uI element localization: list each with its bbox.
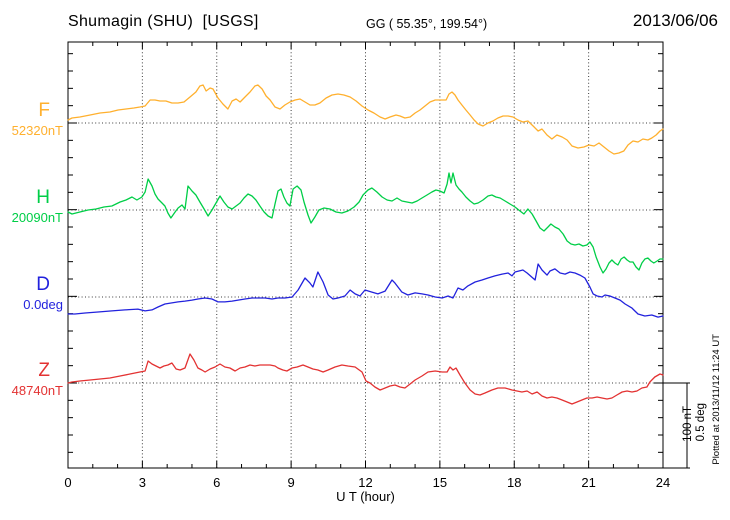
trace-line-D <box>67 263 664 318</box>
x-tick-label: 21 <box>581 475 595 490</box>
trace-label-Z: Z 48740nT <box>0 361 63 397</box>
trace-f-letter: F <box>38 100 50 121</box>
scalebar-deg-label: 0.5 deg <box>695 403 707 442</box>
x-tick-label: 9 <box>288 475 295 490</box>
trace-label-H: H 20090nT <box>0 188 63 224</box>
x-tick-label: 15 <box>433 475 447 490</box>
x-tick-label: 6 <box>213 475 220 490</box>
x-tick-label: 24 <box>656 475 670 490</box>
x-tick-label: 0 <box>64 475 71 490</box>
trace-h-baseline-value: 20090nT <box>11 210 63 225</box>
trace-line-F <box>67 84 664 155</box>
scalebar-nt-label: 100 nT <box>682 406 694 442</box>
trace-line-Z <box>67 353 664 405</box>
x-axis-label: U T (hour) <box>336 489 395 504</box>
trace-label-D: D 0.0deg <box>0 275 63 311</box>
plot-date: 2013/06/06 <box>632 11 718 30</box>
trace-label-F: F 52320nT <box>0 101 63 137</box>
trace-h-letter: H <box>36 187 50 208</box>
geographic-coordinates: GG ( 55.35°, 199.54°) <box>366 17 488 31</box>
x-tick-label: 12 <box>358 475 372 490</box>
trace-z-baseline-value: 48740nT <box>11 383 63 398</box>
x-tick-label: 3 <box>139 475 146 490</box>
trace-d-baseline-value: 0.0deg <box>23 297 63 312</box>
x-tick-label: 18 <box>507 475 521 490</box>
trace-line-H <box>67 172 664 274</box>
trace-z-letter: Z <box>38 360 50 381</box>
trace-f-baseline-value: 52320nT <box>11 123 63 138</box>
trace-d-letter: D <box>36 274 50 295</box>
plot-frame <box>67 41 664 469</box>
station-title: Shumagin (SHU) [USGS] <box>68 13 259 30</box>
plotted-at-timestamp: Plotted at 2013/11/12 11:24 UT <box>711 334 722 465</box>
